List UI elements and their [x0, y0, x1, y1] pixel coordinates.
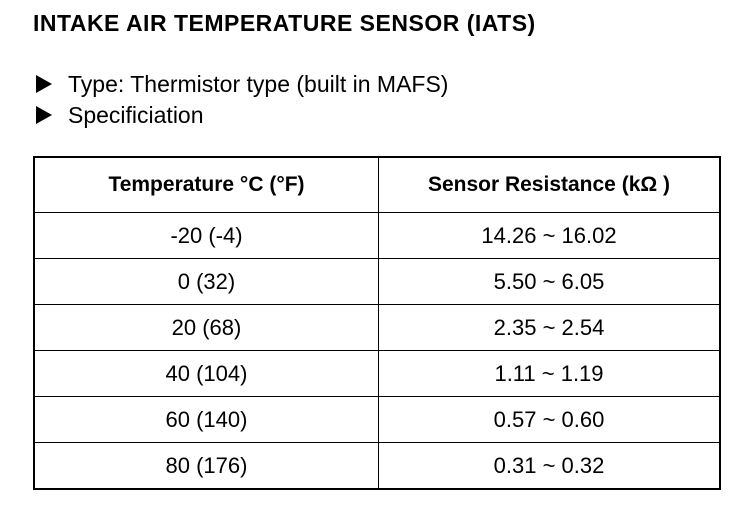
table-cell: 40 (104)	[33, 350, 379, 397]
bullet: Specificiation	[36, 101, 204, 129]
table-row: 40 (104) 1.11 ~ 1.19	[33, 350, 721, 397]
table-row: 0 (32) 5.50 ~ 6.05	[33, 258, 721, 305]
table-cell: 0.57 ~ 0.60	[378, 396, 721, 443]
bullet-text: Type: Thermistor type (built in MAFS)	[68, 70, 449, 97]
table-cell: 0 (32)	[33, 258, 379, 305]
title: INTAKE AIR TEMPERATURE SENSOR (IATS)	[33, 10, 536, 36]
table-cell: 20 (68)	[33, 304, 379, 351]
table-cell: 1.11 ~ 1.19	[378, 350, 721, 397]
header-row: Temperature °C (°F) Sensor Resistance (k…	[33, 156, 721, 213]
table-cell: 2.35 ~ 2.54	[378, 304, 721, 351]
bullet: Type: Thermistor type (built in MAFS)	[36, 70, 448, 98]
spec-table: Temperature °C (°F) Sensor Resistance (k…	[33, 156, 721, 490]
bullet-icon	[36, 75, 52, 93]
table-row: 80 (176) 0.31 ~ 0.32	[33, 442, 721, 490]
table-cell: -20 (-4)	[33, 212, 379, 259]
table-cell: 14.26 ~ 16.02	[378, 212, 721, 259]
table-row: -20 (-4) 14.26 ~ 16.02	[33, 212, 721, 259]
table-cell: 5.50 ~ 6.05	[378, 258, 721, 305]
table-cell: 60 (140)	[33, 396, 379, 443]
table-row: 60 (140) 0.57 ~ 0.60	[33, 396, 721, 443]
table-body: -20 (-4) 14.26 ~ 16.02 0 (32) 5.50 ~ 6.05 20…	[33, 212, 721, 490]
table-row: 20 (68) 2.35 ~ 2.54	[33, 304, 721, 351]
header-cell: Temperature °C (°F)	[33, 156, 379, 213]
header-cell: Sensor Resistance (kΩ )	[378, 156, 721, 213]
table-cell: 80 (176)	[33, 442, 379, 490]
table-cell: 0.31 ~ 0.32	[378, 442, 721, 490]
bullet-icon	[36, 106, 52, 124]
bullet-text: Specificiation	[68, 101, 204, 128]
